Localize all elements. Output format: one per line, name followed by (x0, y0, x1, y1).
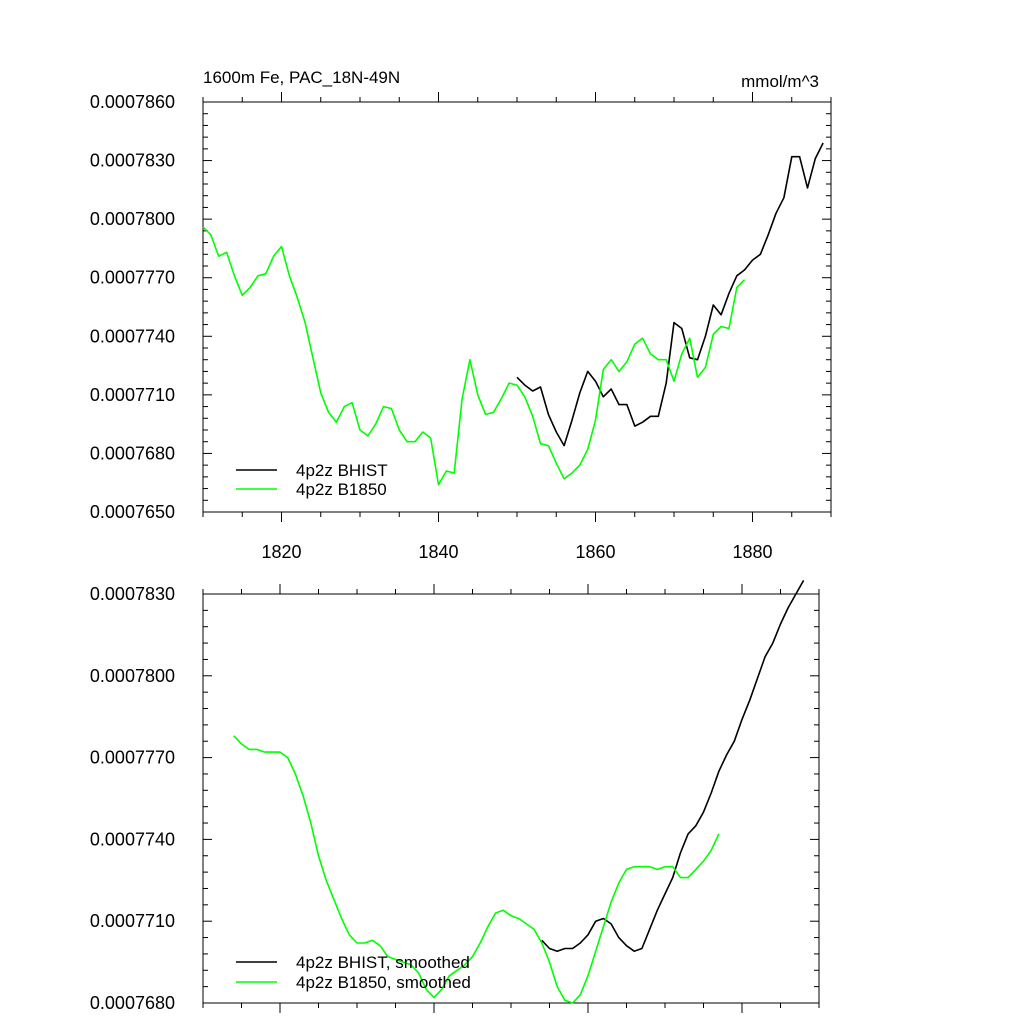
series-line-bhist (541, 580, 805, 953)
plot-frame (202, 593, 820, 1004)
y-tick-label: 0.0007770 (90, 748, 175, 768)
legend-label: 4p2z B1850, smoothed (296, 973, 471, 992)
x-tick-label: 1820 (261, 542, 301, 562)
series-line-b1850 (202, 226, 746, 486)
y-tick-label: 0.0007740 (90, 829, 175, 849)
y-tick-label: 0.0007770 (90, 268, 175, 288)
y-tick-label: 0.0007830 (90, 584, 175, 604)
legend-label: 4p2z BHIST (296, 461, 388, 480)
y-tick-label: 0.0007800 (90, 666, 175, 686)
series-line-b1850 (233, 735, 720, 1004)
y-tick-label: 0.0007800 (90, 209, 175, 229)
y-tick-label: 0.0007710 (90, 385, 175, 405)
y-tick-label: 0.0007830 (90, 151, 175, 171)
x-tick-label: 1840 (418, 542, 458, 562)
y-tick-label: 0.0007710 (90, 911, 175, 931)
legend-label: 4p2z B1850 (296, 480, 387, 499)
units-label: mmol/m^3 (741, 72, 819, 91)
bottom-chart-panel: 0.0007680 0.0007710 0.0007740 0.0007770 0.00… (90, 580, 820, 1013)
top-chart-panel: 1600m Fe, PAC_18N-49N mmol/m^3 0.0007650… (90, 68, 832, 562)
series-line-bhist (516, 142, 824, 447)
plot-frame (202, 101, 832, 513)
x-tick-label: 1880 (732, 542, 772, 562)
y-tick-label: 0.0007650 (90, 502, 175, 522)
chart-title: 1600m Fe, PAC_18N-49N (203, 68, 400, 87)
x-tick-label: 1860 (575, 542, 615, 562)
y-tick-label: 0.0007860 (90, 92, 175, 112)
legend-label: 4p2z BHIST, smoothed (296, 953, 470, 972)
y-tick-label: 0.0007740 (90, 326, 175, 346)
y-tick-label: 0.0007680 (90, 993, 175, 1013)
y-tick-label: 0.0007680 (90, 443, 175, 463)
